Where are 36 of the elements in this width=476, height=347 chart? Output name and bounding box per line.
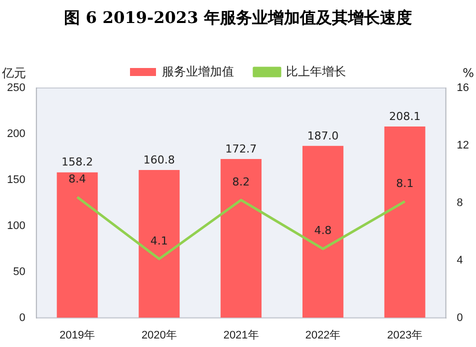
x-tick-label: 2020年 bbox=[141, 329, 177, 342]
data-label: 4.8 bbox=[314, 224, 332, 238]
y2-tick-label: 4 bbox=[456, 254, 463, 266]
data-label: 208.1 bbox=[389, 110, 421, 123]
bar bbox=[302, 146, 344, 318]
data-label: 8.4 bbox=[68, 172, 86, 186]
y-axis-title: 亿元 bbox=[1, 66, 26, 80]
x-tick-label: 2023年 bbox=[387, 329, 423, 342]
y2-tick-label: 0 bbox=[456, 312, 463, 324]
data-label: 8.2 bbox=[232, 175, 250, 188]
y-tick-label: 150 bbox=[6, 174, 26, 186]
y2-tick-label: 12 bbox=[456, 139, 470, 152]
y-tick-label: 100 bbox=[6, 220, 26, 232]
bar bbox=[220, 159, 262, 318]
data-label: 8.1 bbox=[396, 176, 414, 190]
y-tick-label: 50 bbox=[13, 266, 26, 278]
data-label: 187.0 bbox=[307, 129, 339, 142]
y-tick-label: 250 bbox=[6, 82, 26, 94]
legend-label: 比上年增长 bbox=[286, 64, 346, 78]
x-tick-label: 2019年 bbox=[60, 329, 96, 342]
bar bbox=[56, 172, 98, 318]
y2-tick-label: 8 bbox=[456, 196, 463, 209]
y-tick-label: 200 bbox=[6, 128, 26, 140]
legend-label: 服务业增加值 bbox=[162, 64, 234, 78]
y-tick-label: 0 bbox=[19, 312, 26, 324]
y2-axis-title: % bbox=[462, 66, 474, 80]
bar bbox=[384, 126, 426, 318]
y2-tick-label: 16 bbox=[456, 82, 470, 94]
data-label: 4.1 bbox=[150, 234, 168, 248]
x-tick-label: 2021年 bbox=[223, 329, 259, 342]
chart-title: 图 6 2019-2023 年服务业增加值及其增长速度 bbox=[63, 8, 413, 29]
data-label: 160.8 bbox=[143, 153, 175, 166]
data-label: 172.7 bbox=[225, 142, 257, 156]
data-label: 158.2 bbox=[62, 156, 94, 169]
bar bbox=[138, 170, 180, 318]
x-tick-label: 2022年 bbox=[305, 329, 341, 342]
